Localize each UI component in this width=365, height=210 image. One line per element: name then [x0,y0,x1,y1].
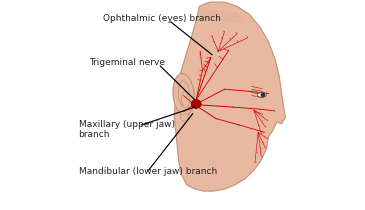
Ellipse shape [180,114,189,121]
Ellipse shape [191,100,201,108]
Text: Ophthalmic (eyes) branch: Ophthalmic (eyes) branch [103,14,220,23]
Text: Trigeminal nerve: Trigeminal nerve [89,58,165,67]
Ellipse shape [257,93,266,97]
Text: Maxillary (upper jaw)
branch: Maxillary (upper jaw) branch [78,120,174,139]
Ellipse shape [173,74,194,116]
Polygon shape [174,2,285,191]
Circle shape [261,93,265,97]
Text: Mandibular (lower jaw) branch: Mandibular (lower jaw) branch [78,167,217,176]
